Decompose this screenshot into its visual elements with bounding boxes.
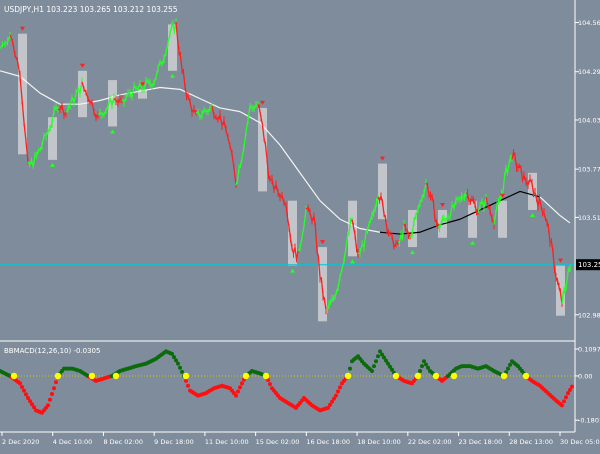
crossover-dot bbox=[263, 373, 269, 379]
price-tick-label: 104.295 bbox=[578, 68, 600, 76]
oscillator-dot bbox=[334, 394, 338, 398]
oscillator-dot bbox=[560, 403, 564, 407]
price-tick-label: 103.510 bbox=[578, 214, 600, 222]
time-tick-label: 2 Dec 2020 bbox=[2, 438, 39, 446]
oscillator-dot bbox=[370, 369, 374, 373]
oscillator-dot bbox=[46, 403, 50, 407]
oscillator-dot bbox=[234, 394, 238, 398]
oscillator-dot bbox=[374, 359, 378, 363]
oscillator-dot bbox=[20, 385, 24, 389]
oscillator-dot bbox=[418, 369, 422, 373]
time-tick-label: 22 Dec 02:00 bbox=[408, 438, 452, 446]
oscillator-dot bbox=[564, 395, 568, 399]
crossover-dot bbox=[433, 373, 439, 379]
time-tick-label: 16 Dec 18:00 bbox=[306, 438, 350, 446]
crossover-dot bbox=[345, 373, 351, 379]
time-tick-label: 8 Dec 02:00 bbox=[103, 438, 143, 446]
signal-box bbox=[498, 201, 507, 238]
oscillator-dot bbox=[508, 363, 512, 367]
price-tick-label: 102.985 bbox=[578, 311, 600, 319]
price-tick-label: 104.035 bbox=[578, 116, 600, 124]
signal-box bbox=[528, 173, 537, 210]
oscillator-dot bbox=[240, 381, 244, 385]
signal-box bbox=[378, 164, 387, 220]
oscillator-dot bbox=[184, 379, 188, 383]
oscillator-dot bbox=[178, 366, 182, 370]
time-tick-label: 18 Dec 10:00 bbox=[357, 438, 401, 446]
oscillator-dot bbox=[22, 389, 26, 393]
oscillator-dot bbox=[338, 385, 342, 389]
oscillator-dot bbox=[372, 364, 376, 368]
oscillator-dot bbox=[236, 390, 240, 394]
oscillator-dot bbox=[570, 385, 574, 389]
crossover-dot bbox=[55, 373, 61, 379]
indicator-tick-label: -0.1801 bbox=[578, 417, 600, 425]
oscillator-dot bbox=[24, 392, 28, 396]
current-price-tag: 103.255 bbox=[576, 259, 600, 270]
oscillator-dot bbox=[562, 399, 566, 403]
time-tick-label: 11 Dec 10:00 bbox=[205, 438, 249, 446]
price-tick-label: 103.770 bbox=[578, 166, 600, 174]
oscillator-dot bbox=[186, 384, 190, 388]
oscillator-dot bbox=[48, 398, 52, 402]
time-tick-label: 28 Dec 13:00 bbox=[509, 438, 553, 446]
symbol-header: USDJPY,H1 103.223 103.265 103.212 103.25… bbox=[4, 5, 178, 14]
oscillator-dot bbox=[268, 382, 272, 386]
indicator-tick-label: 0.00 bbox=[578, 372, 592, 380]
crossover-dot bbox=[183, 373, 189, 379]
crossover-dot bbox=[523, 373, 529, 379]
crossover-dot bbox=[415, 373, 421, 379]
time-tick-label: 15 Dec 02:00 bbox=[256, 438, 300, 446]
price-tick-label: 104.560 bbox=[578, 19, 600, 27]
crossover-dot bbox=[393, 373, 399, 379]
oscillator-dot bbox=[18, 381, 22, 385]
oscillator-dot bbox=[180, 370, 184, 374]
oscillator-dot bbox=[52, 386, 56, 390]
oscillator-dot bbox=[54, 380, 58, 384]
indicator-header: BBMACD(12,26,10) -0.0305 bbox=[4, 347, 100, 355]
oscillator-dot bbox=[176, 362, 180, 366]
time-tick-label: 30 Dec 05:00 bbox=[560, 438, 600, 446]
time-tick-label: 4 Dec 10:00 bbox=[53, 438, 93, 446]
signal-box bbox=[168, 24, 177, 70]
oscillator-dot bbox=[336, 390, 340, 394]
time-tick-label: 9 Dec 18:00 bbox=[154, 438, 194, 446]
current-price-value: 103.255 bbox=[578, 261, 600, 269]
crossover-dot bbox=[243, 373, 249, 379]
oscillator-dot bbox=[348, 367, 352, 371]
indicator-tick-label: 0.1097 bbox=[578, 345, 600, 353]
crossover-dot bbox=[89, 373, 95, 379]
oscillator-dot bbox=[506, 367, 510, 371]
crossover-dot bbox=[501, 373, 507, 379]
oscillator-dot bbox=[50, 392, 54, 396]
crossover-dot bbox=[451, 373, 457, 379]
crossover-dot bbox=[11, 373, 17, 379]
time-tick-label: 23 Dec 18:00 bbox=[459, 438, 503, 446]
oscillator-dot bbox=[238, 385, 242, 389]
crossover-dot bbox=[113, 373, 119, 379]
oscillator-dot bbox=[376, 354, 380, 358]
oscillator-dot bbox=[420, 364, 424, 368]
